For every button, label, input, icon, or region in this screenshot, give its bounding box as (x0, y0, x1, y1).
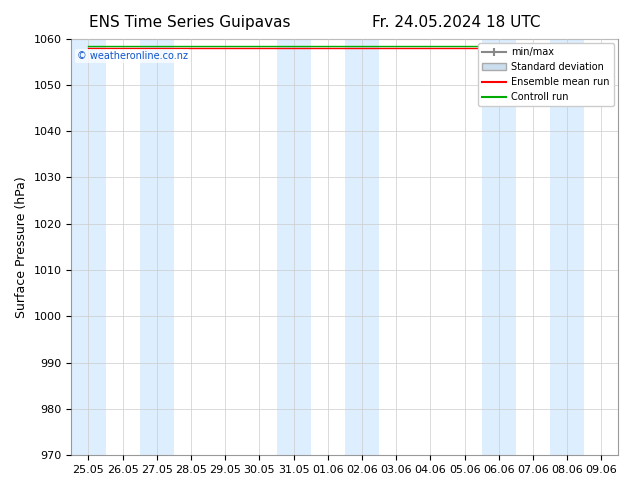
Y-axis label: Surface Pressure (hPa): Surface Pressure (hPa) (15, 176, 28, 318)
Text: ENS Time Series Guipavas: ENS Time Series Guipavas (89, 15, 291, 30)
Bar (72, 39, 106, 455)
Bar (276, 39, 311, 455)
Legend: min/max, Standard deviation, Ensemble mean run, Controll run: min/max, Standard deviation, Ensemble me… (478, 44, 614, 106)
Bar (482, 39, 516, 455)
Bar (345, 39, 379, 455)
Bar (139, 39, 174, 455)
Text: © weatheronline.co.nz: © weatheronline.co.nz (77, 51, 188, 61)
Bar (550, 39, 585, 455)
Text: Fr. 24.05.2024 18 UTC: Fr. 24.05.2024 18 UTC (372, 15, 541, 30)
